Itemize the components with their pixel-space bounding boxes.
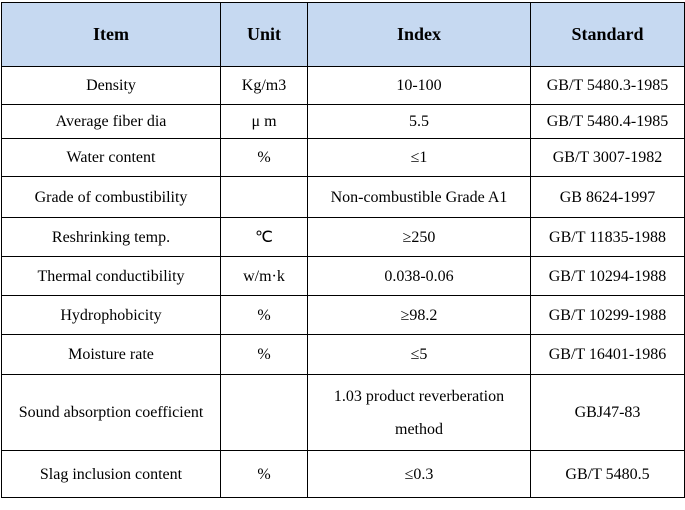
table-cell: % xyxy=(220,450,308,498)
table-cell: 10-100 xyxy=(307,66,531,105)
table-cell: 5.5 xyxy=(307,104,531,139)
spec-table: Item Unit Index Standard Density Kg/m3 10-100… xyxy=(1,2,685,498)
table-cell: GB/T 5480.4-1985 xyxy=(530,104,685,139)
table-cell xyxy=(220,176,308,218)
table-row: Sound absorption coefficient 1.03 product… xyxy=(1,374,685,451)
header-cell: Index xyxy=(307,2,531,67)
table-cell: ≤1 xyxy=(307,138,531,177)
table-cell: GB/T 5480.5 xyxy=(530,450,685,498)
table-cell: GB/T 5480.3-1985 xyxy=(530,66,685,105)
table-row: Water content% ≤1 GB/T 3007-1982 xyxy=(1,138,685,177)
header-row: Item Unit Index Standard xyxy=(1,2,685,67)
table-cell: Thermal conductibility xyxy=(1,256,221,296)
table-cell: μ m xyxy=(220,104,308,139)
table-cell: GBJ47-83 xyxy=(530,374,685,451)
table-row: Hydrophobicity% ≥98.2 GB/T 10299-1988 xyxy=(1,295,685,335)
table-cell: GB 8624-1997 xyxy=(530,176,685,218)
table-row: Reshrinking temp. ℃ ≥250 GB/T 11835-1988 xyxy=(1,217,685,257)
table-cell: ≤5 xyxy=(307,334,531,375)
table-cell: Sound absorption coefficient xyxy=(1,374,221,451)
table-cell: GB/T 16401-1986 xyxy=(530,334,685,375)
table-cell: ℃ xyxy=(220,217,308,257)
table-row: Thermal conductibility w/m·k 0.038-0.06 GB/… xyxy=(1,256,685,296)
table-cell: Kg/m3 xyxy=(220,66,308,105)
table-cell: % xyxy=(220,138,308,177)
table-cell: 1.03 product reverberation method xyxy=(307,374,531,451)
table-cell: ≥250 xyxy=(307,217,531,257)
header-cell: Standard xyxy=(530,2,685,67)
table-cell: 0.038-0.06 xyxy=(307,256,531,296)
table-cell: Water content xyxy=(1,138,221,177)
table-row: Average fiber dia μ m 5.5 GB/T 5480.4-1985 xyxy=(1,104,685,139)
table-cell: GB/T 11835-1988 xyxy=(530,217,685,257)
table-cell: Non-combustible Grade A1 xyxy=(307,176,531,218)
table-cell: GB/T 10294-1988 xyxy=(530,256,685,296)
header-cell: Item xyxy=(1,2,221,67)
table-cell: Slag inclusion content xyxy=(1,450,221,498)
table-cell: Average fiber dia xyxy=(1,104,221,139)
table-cell: ≥98.2 xyxy=(307,295,531,335)
table-cell: % xyxy=(220,334,308,375)
table-row: Density Kg/m3 10-100 GB/T 5480.3-1985 xyxy=(1,66,685,105)
table-cell: Grade of combustibility xyxy=(1,176,221,218)
table-body: Density Kg/m3 10-100 GB/T 5480.3-1985 Averag… xyxy=(1,66,685,498)
table-cell: GB/T 3007-1982 xyxy=(530,138,685,177)
table-cell: Density xyxy=(1,66,221,105)
table-cell: Reshrinking temp. xyxy=(1,217,221,257)
table-cell: ≤0.3 xyxy=(307,450,531,498)
table-cell: Hydrophobicity xyxy=(1,295,221,335)
table-row: Slag inclusion content% ≤0.3 GB/T 5480.5 xyxy=(1,450,685,498)
table-cell: % xyxy=(220,295,308,335)
header-cell: Unit xyxy=(220,2,308,67)
table-row: Grade of combustibility Non-combustible G… xyxy=(1,176,685,218)
table-cell: GB/T 10299-1988 xyxy=(530,295,685,335)
table-cell: w/m·k xyxy=(220,256,308,296)
table-cell xyxy=(220,374,308,451)
table-row: Moisture rate% ≤5 GB/T 16401-1986 xyxy=(1,334,685,375)
table-cell: Moisture rate xyxy=(1,334,221,375)
